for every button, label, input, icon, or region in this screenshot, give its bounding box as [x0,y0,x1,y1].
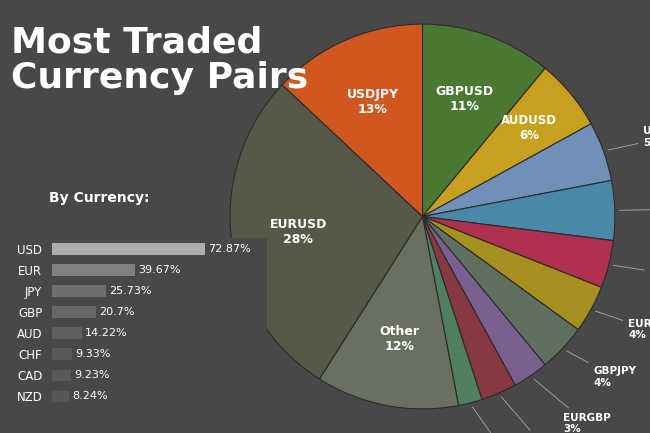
Wedge shape [422,216,545,385]
Bar [52,306,96,318]
Text: Most Traded
Currency Pairs: Most Traded Currency Pairs [11,26,308,95]
Wedge shape [422,216,614,288]
Text: By Currency:: By Currency: [49,191,150,204]
Text: EURAUD
2%: EURAUD 2% [473,407,533,433]
Text: NZDUSD
4%: NZDUSD 4% [614,264,650,286]
Bar [52,243,205,255]
Text: 72.87%: 72.87% [209,244,251,254]
Text: 14.22%: 14.22% [85,328,127,338]
Bar [52,264,135,276]
Text: 39.67%: 39.67% [138,265,181,275]
Wedge shape [422,216,578,365]
Bar [52,285,106,297]
Text: USDJPY
13%: USDJPY 13% [347,88,399,116]
Text: 9.33%: 9.33% [75,349,110,359]
Text: AUDJPY
3%: AUDJPY 3% [502,397,566,433]
Text: 25.73%: 25.73% [109,286,151,296]
Wedge shape [422,68,591,216]
Text: EURJPY
4%: EURJPY 4% [595,311,650,340]
Wedge shape [422,181,615,241]
Text: AUDUSD
6%: AUDUSD 6% [501,114,557,142]
Bar [52,369,72,381]
Text: EURGBP
3%: EURGBP 3% [534,379,611,433]
Text: USDCAD
5%: USDCAD 5% [608,126,650,150]
Wedge shape [422,124,612,216]
Bar [52,327,82,339]
Text: 9.23%: 9.23% [75,370,110,380]
Text: 20.7%: 20.7% [99,307,134,317]
Text: EURUSD
28%: EURUSD 28% [270,218,327,246]
Wedge shape [282,24,422,216]
Text: USDCHF
5%: USDCHF 5% [619,198,650,220]
Text: GBPUSD
11%: GBPUSD 11% [436,85,494,113]
Text: Other
12%: Other 12% [379,325,419,353]
Wedge shape [319,216,458,409]
Wedge shape [422,24,545,216]
Wedge shape [422,216,482,405]
Wedge shape [422,216,601,330]
Bar [52,349,72,360]
Bar [52,391,70,402]
Text: 8.24%: 8.24% [73,391,108,401]
Wedge shape [422,216,515,400]
Wedge shape [230,85,422,379]
Text: GBPJPY
4%: GBPJPY 4% [567,351,636,388]
